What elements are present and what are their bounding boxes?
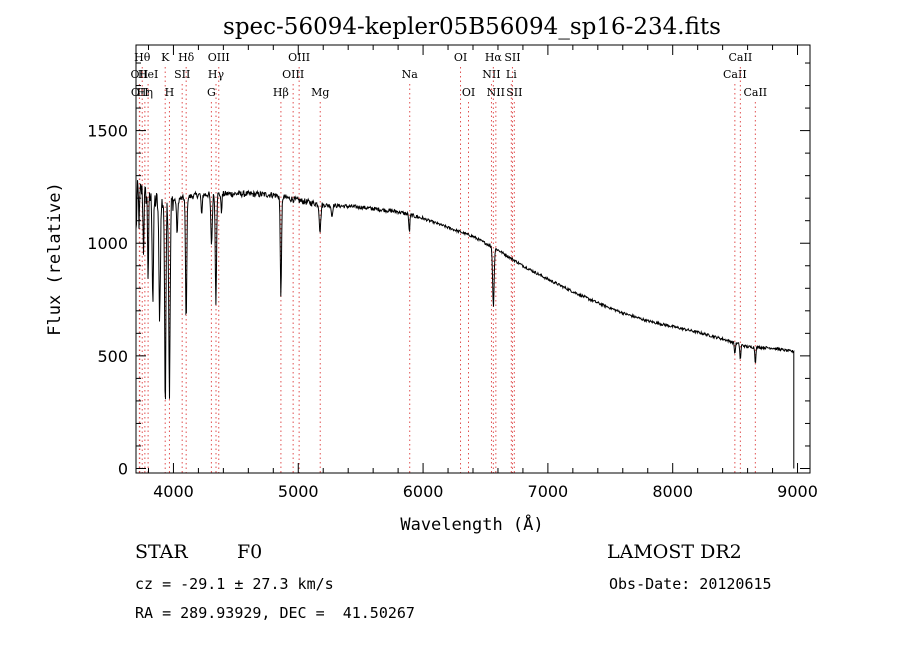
marker-label-23: SII [504,51,520,64]
x-tick-label-9000: 9000 [777,482,818,501]
object-type: STAR [135,541,188,563]
marker-label-27: CaII [743,86,767,99]
marker-label-21: NII [487,86,505,99]
marker-label-5: K [161,51,170,64]
plot-frame [135,44,811,474]
marker-label-20: Hα [485,51,503,64]
marker-label-8: Hδ [178,51,195,64]
x-tick-label-7000: 7000 [528,482,569,501]
marker-label-25: CaII [723,68,747,81]
redshift-velocity: cz = -29.1 ± 27.3 km/s [135,575,334,593]
survey-name: LAMOST DR2 [607,541,742,563]
spectral-subclass: F0 [237,541,263,563]
marker-label-11: OIII [208,51,230,64]
observation-date: Obs-Date: 20120615 [609,575,772,593]
marker-label-0: OII [131,68,149,81]
y-axis: 0 500 1000 1500 [87,62,810,478]
y-tick-label-1500: 1500 [87,122,128,141]
y-tick-label-1000: 1000 [87,234,128,253]
marker-label-26: CaII [729,51,753,64]
marker-label-17: OI [454,51,467,64]
y-axis-label: Flux (relative) [45,182,65,336]
spectrum-line [135,180,795,469]
marker-label-1: OII [131,86,149,99]
marker-label-2: Hθ [134,51,151,64]
x-axis: 4000 5000 6000 7000 8000 9000 [147,45,818,501]
marker-label-13: OIII [282,68,304,81]
marker-label-10: Hγ [208,68,225,81]
x-axis-label: Wavelength (Å) [400,513,543,535]
marker-label-14: OIII [288,51,310,64]
chart-title: spec-56094-kepler05B56094_sp16-234.fits [223,14,721,40]
marker-label-3: Hη [137,86,153,99]
marker-label-16: Na [402,68,419,81]
x-tick-label-6000: 6000 [403,482,444,501]
marker-label-9: G [207,86,216,99]
marker-label-12: Hβ [273,86,289,99]
marker-label-24: SII [506,86,522,99]
y-tick-label-500: 500 [97,347,128,366]
marker-label-4: HeI [138,68,158,81]
marker-label-22: Li [506,68,517,81]
marker-label-6: H [165,86,175,99]
x-tick-label-8000: 8000 [652,482,693,501]
marker-label-7: SII [174,68,190,81]
x-tick-label-5000: 5000 [278,482,319,501]
marker-label-15: Mg [311,86,329,99]
y-tick-label-0: 0 [118,459,128,478]
coordinates: RA = 289.93929, DEC = 41.50267 [135,604,415,622]
marker-label-19: NII [482,68,500,81]
marker-label-18: OI [462,86,475,99]
x-tick-label-4000: 4000 [153,482,194,501]
